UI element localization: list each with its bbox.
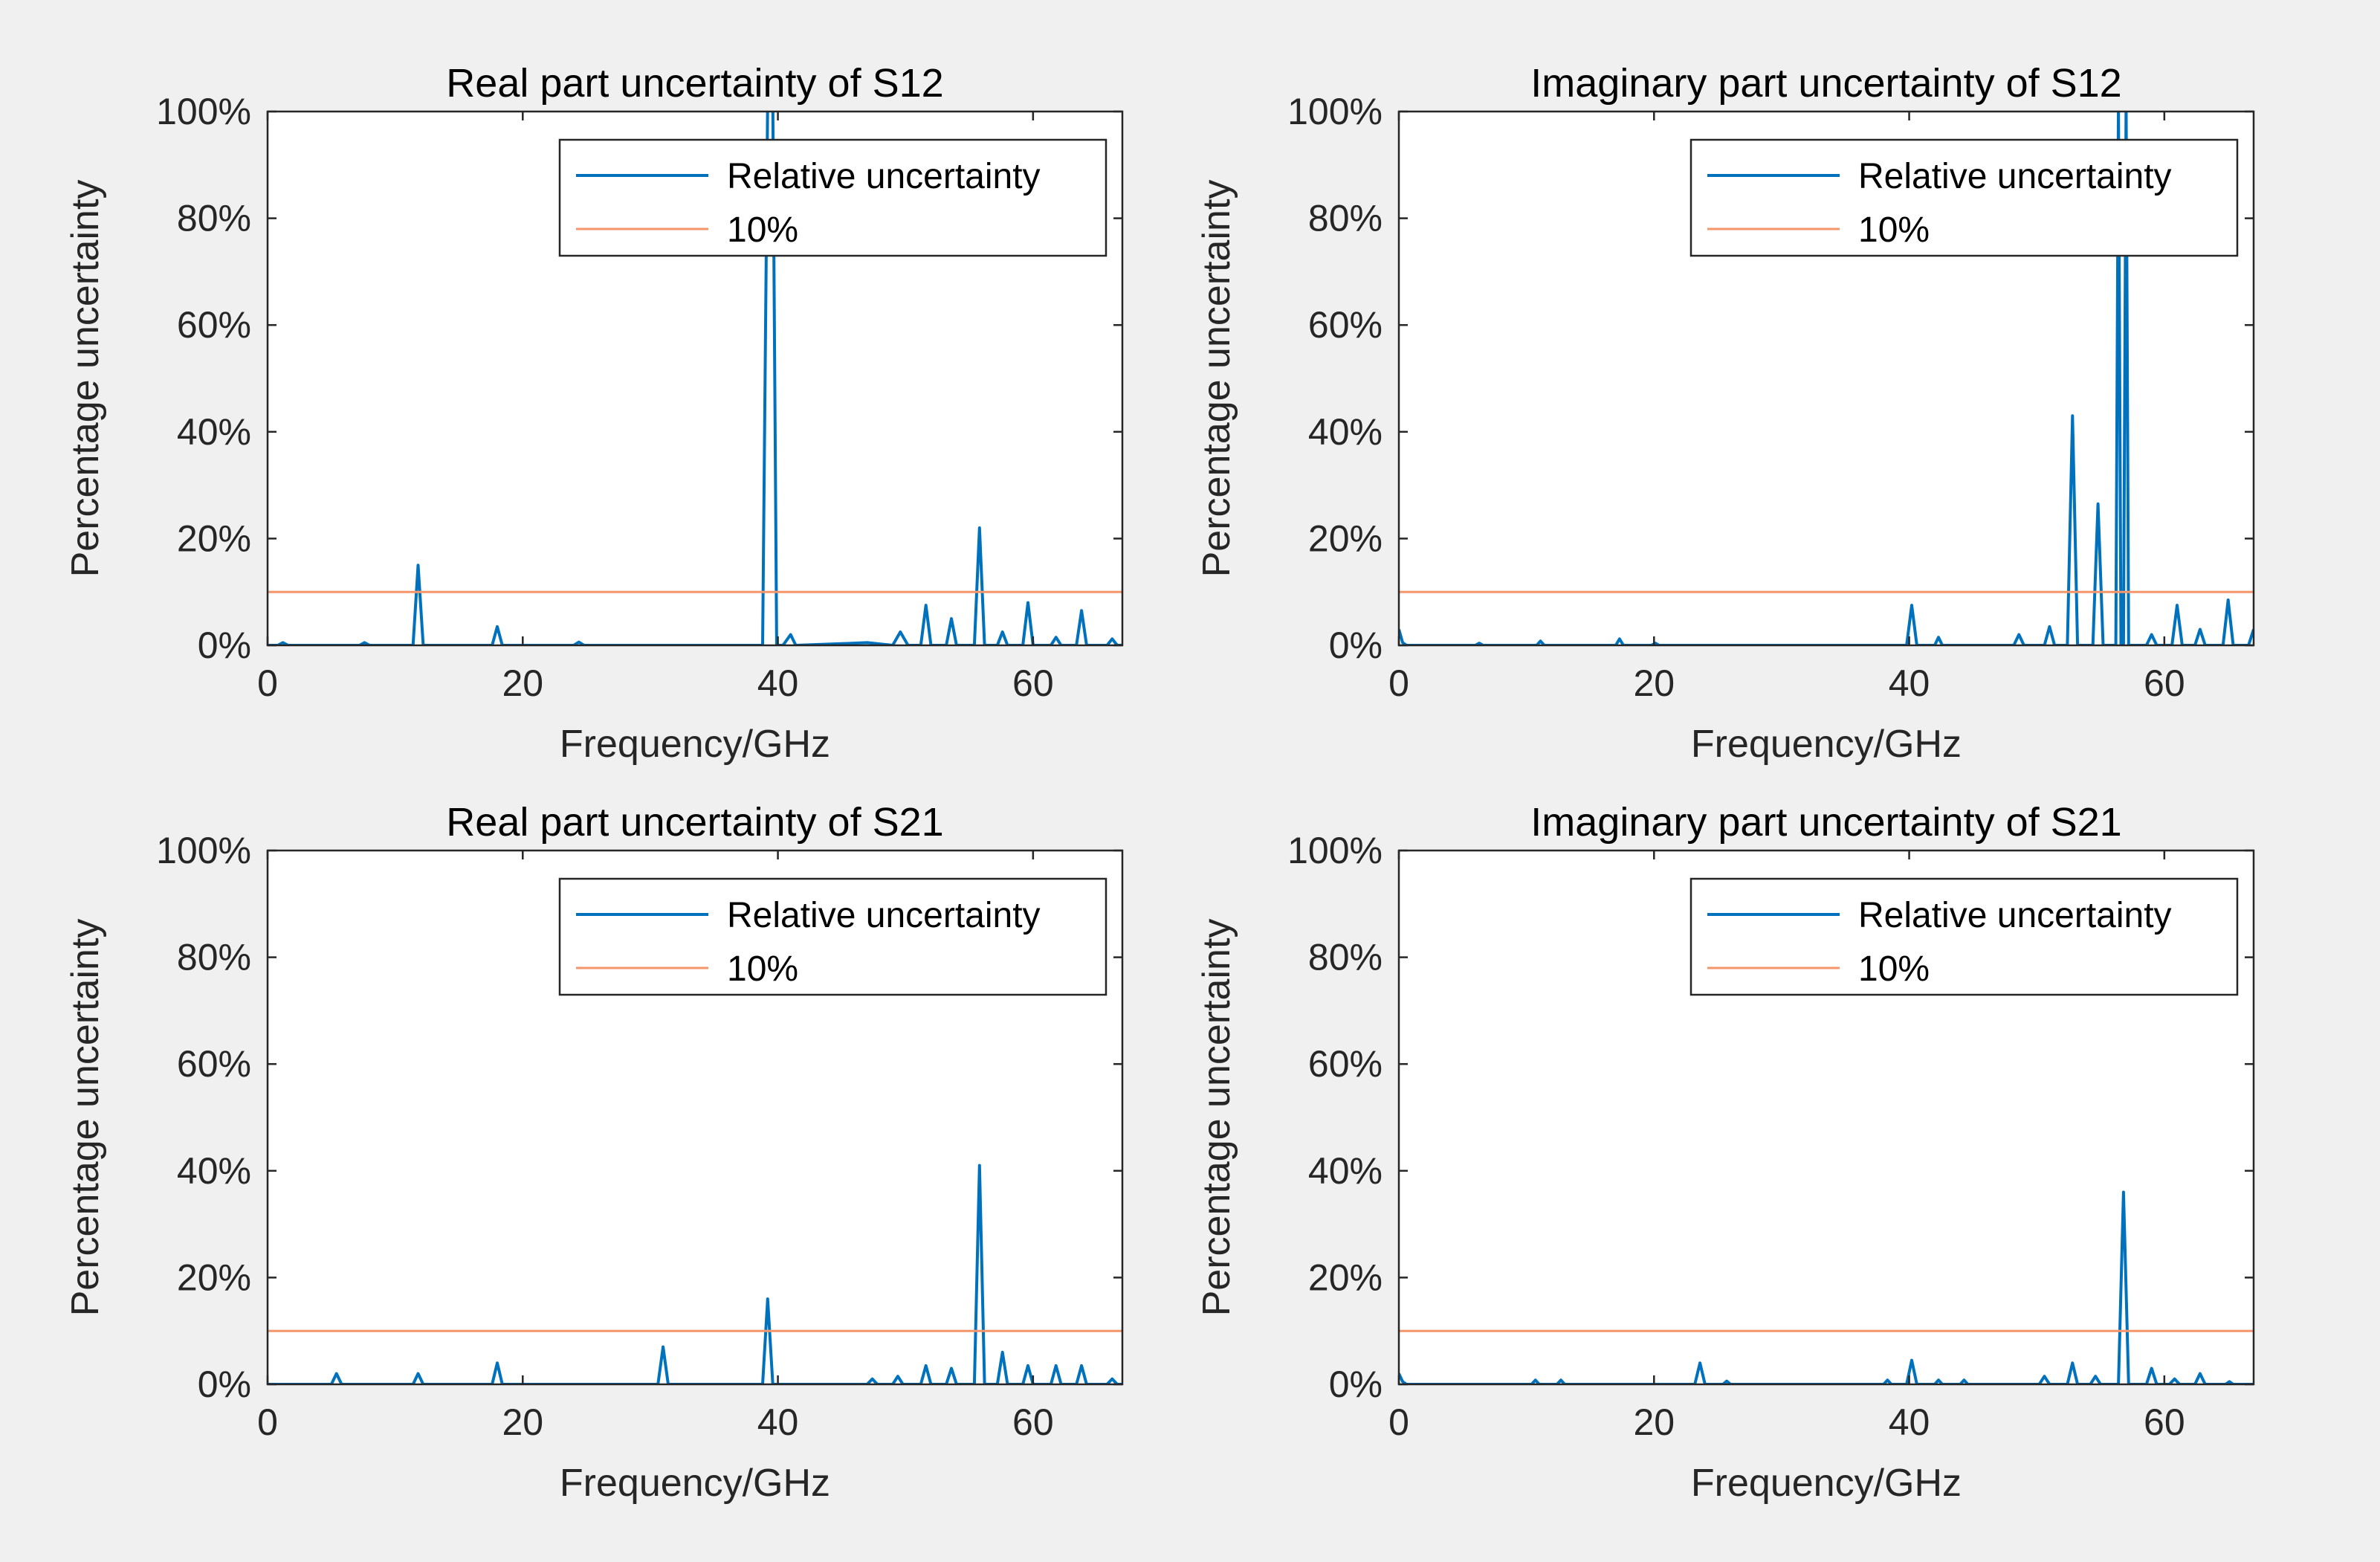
legend: Relative uncertainty 10% [558, 138, 1107, 257]
y-tick-label: 20% [177, 517, 251, 559]
axes-frame [266, 849, 1124, 1386]
y-tick-label: 0% [1329, 625, 1383, 666]
x-tick-label: 0 [257, 1401, 278, 1443]
y-tick-label: 0% [198, 625, 251, 666]
x-axis-label: Frequency/GHz [1691, 723, 1962, 766]
y-tick-label: 100% [1287, 91, 1383, 132]
y-axis-label: Percentage uncertainty [1195, 919, 1238, 1317]
x-tick-label: 20 [1633, 1401, 1675, 1443]
legend-box [1689, 138, 2239, 257]
y-tick-label: 40% [1308, 1150, 1383, 1192]
series-line-relative-uncertainty [1399, 112, 2254, 645]
x-tick-label: 60 [1012, 662, 1054, 704]
legend-box [558, 877, 1107, 996]
y-tick-label: 100% [1287, 830, 1383, 871]
series-line-relative-uncertainty [1399, 1190, 2254, 1384]
x-axis-label: Frequency/GHz [1691, 1462, 1962, 1505]
chart-title: Imaginary part uncertainty of S12 [1530, 61, 2121, 106]
y-tick-label: 80% [1308, 198, 1383, 239]
axes-frame [266, 110, 1124, 647]
axes-frame [1397, 849, 2255, 1386]
x-tick-label: 20 [502, 1401, 543, 1443]
y-tick-label: 60% [177, 304, 251, 346]
legend-label: Relative uncertainty [1858, 896, 2172, 935]
legend-label: 10% [727, 949, 798, 989]
legend: Relative uncertainty 10% [1689, 138, 2239, 257]
y-tick-label: 40% [177, 411, 251, 453]
chart-panel-1: 0% 20% 40% 60% 80% 100% 0 20 40 60 Real part uncer… [64, 61, 1124, 766]
x-tick-label: 20 [1633, 662, 1675, 704]
legend-box [558, 138, 1107, 257]
series-line-relative-uncertainty [268, 112, 1122, 645]
y-axis-label: Percentage uncertainty [64, 180, 107, 578]
y-tick-label: 80% [177, 937, 251, 978]
legend-label: 10% [727, 210, 798, 250]
x-tick-label: 20 [502, 662, 543, 704]
legend: Relative uncertainty 10% [558, 877, 1107, 996]
legend-label: 10% [1858, 949, 1930, 989]
y-tick-label: 100% [156, 830, 251, 871]
y-tick-label: 60% [1308, 304, 1383, 346]
y-tick-label: 0% [1329, 1363, 1383, 1405]
x-tick-label: 40 [757, 662, 799, 704]
x-tick-label: 0 [1388, 662, 1409, 704]
chart-panel-2: 0% 20% 40% 60% 80% 100% 0 20 40 60 Imaginary part … [1195, 61, 2255, 766]
series-line-relative-uncertainty [268, 1164, 1122, 1384]
series-group [1399, 112, 2254, 645]
x-tick-label: 40 [1889, 662, 1930, 704]
x-axis-label: Frequency/GHz [560, 723, 830, 766]
y-tick-label: 60% [1308, 1043, 1383, 1085]
chart-title: Imaginary part uncertainty of S21 [1530, 800, 2121, 845]
y-tick-label: 100% [156, 91, 251, 132]
y-tick-label: 80% [177, 198, 251, 239]
y-tick-label: 20% [1308, 1256, 1383, 1298]
legend-box [1689, 877, 2239, 996]
legend-label: Relative uncertainty [727, 157, 1041, 196]
x-tick-label: 40 [757, 1401, 799, 1443]
chart-panel-3: 0% 20% 40% 60% 80% 100% 0 20 40 60 Real part uncer… [64, 800, 1124, 1505]
series-group [268, 112, 1122, 645]
x-tick-label: 0 [257, 662, 278, 704]
x-tick-label: 60 [2144, 1401, 2185, 1443]
x-axis-label: Frequency/GHz [560, 1462, 830, 1505]
chart-grid: 0% 20% 40% 60% 80% 100% 0 20 40 60 Real part uncer… [64, 61, 2255, 1505]
y-tick-label: 80% [1308, 937, 1383, 978]
legend-label: 10% [1858, 210, 1930, 250]
y-tick-label: 60% [177, 1043, 251, 1085]
y-tick-label: 0% [198, 1363, 251, 1405]
x-tick-label: 40 [1889, 1401, 1930, 1443]
chart-panel-4: 0% 20% 40% 60% 80% 100% 0 20 40 60 Imaginary part … [1195, 800, 2255, 1505]
y-tick-label: 40% [177, 1150, 251, 1192]
x-tick-label: 0 [1388, 1401, 1409, 1443]
y-axis-label: Percentage uncertainty [1195, 180, 1238, 578]
x-tick-label: 60 [2144, 662, 2185, 704]
y-tick-label: 40% [1308, 411, 1383, 453]
legend-label: Relative uncertainty [1858, 157, 2172, 196]
chart-title: Real part uncertainty of S21 [446, 800, 943, 845]
chart-title: Real part uncertainty of S12 [446, 61, 943, 106]
y-tick-label: 20% [1308, 517, 1383, 559]
legend: Relative uncertainty 10% [1689, 877, 2239, 996]
axes-frame [1397, 110, 2255, 647]
y-tick-label: 20% [177, 1256, 251, 1298]
x-tick-label: 60 [1012, 1401, 1054, 1443]
series-group [1399, 1190, 2254, 1384]
y-axis-label: Percentage uncertainty [64, 919, 107, 1317]
series-group [268, 1164, 1122, 1384]
legend-label: Relative uncertainty [727, 896, 1041, 935]
